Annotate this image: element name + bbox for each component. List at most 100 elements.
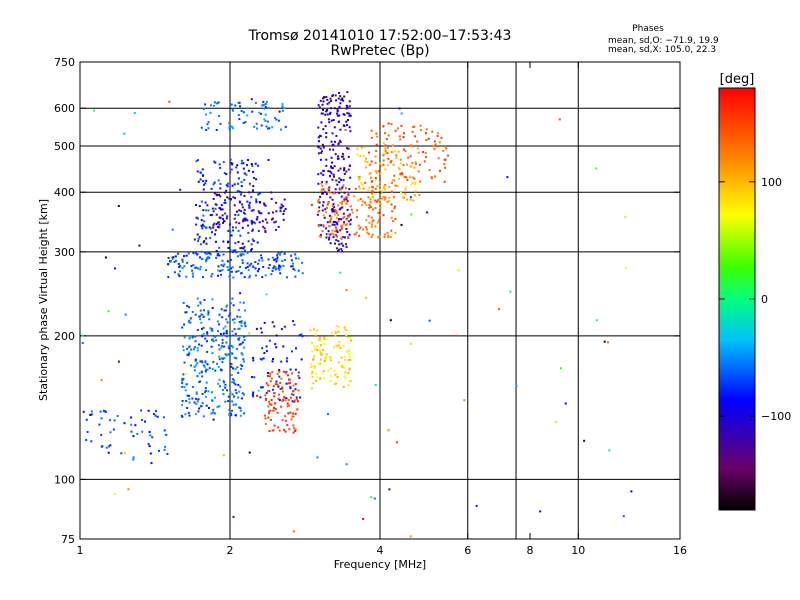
data-point bbox=[179, 265, 182, 268]
data-point bbox=[337, 361, 340, 364]
data-point bbox=[325, 355, 328, 358]
data-point bbox=[294, 428, 297, 431]
data-point bbox=[320, 339, 322, 342]
data-point bbox=[420, 129, 422, 132]
data-point bbox=[239, 316, 242, 318]
data-point bbox=[181, 382, 184, 385]
data-point bbox=[218, 115, 221, 117]
data-point bbox=[312, 328, 315, 331]
data-point bbox=[186, 407, 189, 409]
data-point bbox=[235, 392, 238, 395]
data-point bbox=[222, 265, 225, 268]
grid-lines bbox=[80, 62, 680, 539]
data-point bbox=[340, 248, 343, 251]
data-point bbox=[323, 96, 326, 99]
data-point bbox=[89, 414, 92, 416]
data-point bbox=[433, 148, 436, 151]
data-point bbox=[344, 328, 347, 331]
data-point bbox=[199, 380, 201, 383]
data-point bbox=[199, 405, 202, 408]
data-point bbox=[228, 274, 231, 277]
data-point bbox=[378, 219, 381, 222]
data-point bbox=[235, 414, 238, 417]
data-point bbox=[277, 397, 280, 400]
data-point bbox=[206, 363, 209, 366]
data-point bbox=[117, 205, 120, 207]
data-point bbox=[224, 199, 226, 202]
data-point bbox=[283, 198, 286, 201]
data-point bbox=[317, 200, 320, 203]
data-point bbox=[416, 140, 419, 143]
data-point bbox=[199, 302, 202, 305]
data-point bbox=[195, 397, 198, 400]
data-point bbox=[277, 119, 280, 122]
data-point bbox=[164, 433, 167, 436]
data-point bbox=[257, 262, 260, 265]
data-point bbox=[260, 112, 262, 115]
data-point bbox=[333, 213, 336, 216]
data-point bbox=[177, 263, 180, 265]
data-point bbox=[275, 118, 278, 121]
data-point bbox=[325, 236, 328, 239]
data-point bbox=[168, 100, 171, 103]
data-point bbox=[330, 99, 333, 102]
data-point bbox=[229, 391, 232, 394]
data-point bbox=[281, 390, 284, 393]
series-orange-oblique-trace bbox=[317, 181, 397, 239]
data-point bbox=[367, 215, 370, 218]
data-point bbox=[217, 382, 220, 385]
data-point bbox=[409, 342, 412, 345]
data-point bbox=[203, 299, 206, 301]
data-point bbox=[278, 253, 281, 256]
data-point bbox=[280, 377, 283, 380]
data-point bbox=[211, 352, 214, 355]
data-point bbox=[330, 166, 333, 169]
data-point bbox=[353, 233, 356, 236]
data-point bbox=[236, 366, 239, 369]
data-point bbox=[368, 221, 371, 224]
data-point bbox=[412, 199, 415, 202]
data-point bbox=[227, 395, 230, 398]
data-point bbox=[231, 330, 234, 333]
data-point bbox=[221, 341, 224, 344]
data-point bbox=[210, 187, 213, 190]
data-point bbox=[279, 210, 282, 213]
data-point bbox=[288, 428, 291, 431]
data-point bbox=[382, 163, 385, 166]
data-point bbox=[341, 366, 344, 369]
data-point bbox=[244, 335, 247, 338]
data-point bbox=[444, 145, 447, 148]
data-point bbox=[390, 190, 393, 193]
data-point bbox=[186, 347, 189, 350]
data-point bbox=[444, 158, 447, 161]
data-point bbox=[138, 244, 141, 247]
data-point bbox=[275, 201, 278, 204]
data-point bbox=[284, 415, 287, 418]
data-point bbox=[201, 258, 204, 260]
data-point bbox=[330, 119, 333, 122]
data-point bbox=[379, 209, 381, 212]
data-point bbox=[250, 98, 253, 101]
data-point bbox=[202, 332, 205, 335]
series-x-mode-strong-band bbox=[316, 91, 352, 253]
data-point bbox=[190, 348, 193, 351]
data-point bbox=[227, 314, 230, 317]
data-point bbox=[226, 304, 229, 307]
y-tick-label: 200 bbox=[54, 330, 75, 343]
data-point bbox=[267, 107, 269, 109]
data-point bbox=[252, 209, 255, 212]
data-point bbox=[327, 189, 330, 192]
data-point bbox=[399, 173, 402, 176]
data-point bbox=[241, 353, 244, 356]
data-point bbox=[325, 211, 327, 214]
data-point bbox=[222, 393, 225, 396]
data-point bbox=[264, 204, 267, 207]
data-point bbox=[371, 233, 374, 236]
data-point bbox=[346, 147, 348, 150]
data-point bbox=[295, 398, 298, 401]
data-point bbox=[372, 219, 375, 222]
data-point bbox=[198, 236, 201, 238]
data-point bbox=[347, 372, 350, 375]
data-point bbox=[314, 348, 317, 351]
data-point bbox=[278, 370, 281, 373]
